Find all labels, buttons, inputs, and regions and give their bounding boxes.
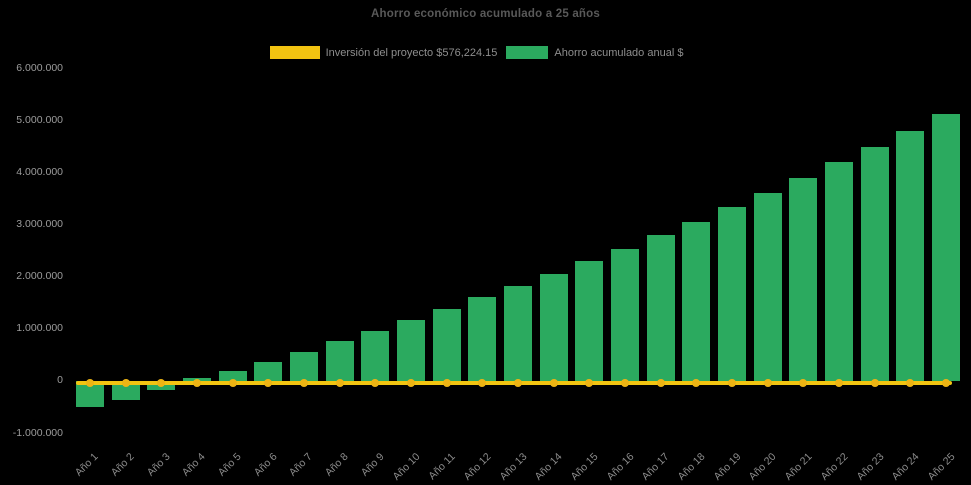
bar-año-13 — [504, 286, 532, 381]
line-marker-año-1 — [85, 379, 94, 388]
x-tick-label-año-15: Año 15 — [568, 450, 601, 483]
line-marker-año-5 — [228, 379, 237, 388]
bar-año-6 — [254, 361, 283, 381]
x-tick-label-año-21: Año 21 — [782, 450, 815, 483]
line-marker-año-25 — [942, 379, 951, 388]
bar-año-24 — [896, 131, 925, 381]
x-tick-label-año-3: Año 3 — [144, 450, 173, 479]
x-tick-label-año-24: Año 24 — [889, 450, 922, 483]
plot-area — [72, 68, 964, 433]
x-tick-label-año-16: Año 16 — [604, 450, 637, 483]
bar-año-25 — [932, 113, 961, 381]
x-tick-label-año-1: Año 1 — [73, 450, 102, 479]
bar-año-5 — [218, 370, 247, 381]
line-marker-año-14 — [549, 379, 558, 388]
line-marker-año-10 — [406, 379, 415, 388]
x-tick-label-año-14: Año 14 — [532, 450, 565, 483]
x-tick-label-año-12: Año 12 — [461, 450, 494, 483]
bar-año-22 — [825, 162, 854, 381]
line-marker-año-20 — [763, 379, 772, 388]
x-tick-label-año-18: Año 18 — [675, 450, 708, 483]
line-marker-año-23 — [870, 379, 879, 388]
x-tick-label-año-10: Año 10 — [390, 450, 423, 483]
legend-item-savings: Ahorro acumulado anual $ — [506, 46, 683, 59]
x-tick-label-año-7: Año 7 — [287, 450, 316, 479]
line-marker-año-4 — [192, 379, 201, 388]
x-tick-label-año-2: Año 2 — [108, 450, 137, 479]
savings-swatch-icon — [506, 46, 549, 59]
bar-año-18 — [682, 221, 711, 381]
line-marker-año-6 — [264, 379, 273, 388]
x-tick-label-año-8: Año 8 — [322, 450, 351, 479]
line-marker-año-21 — [799, 379, 808, 388]
y-tick-label: 4.000.000 — [16, 165, 63, 178]
x-tick-label-año-23: Año 23 — [854, 450, 887, 483]
line-marker-año-9 — [371, 379, 380, 388]
line-marker-año-18 — [692, 379, 701, 388]
y-tick-label: -1.000.000 — [12, 426, 63, 439]
x-tick-label-año-11: Año 11 — [426, 450, 458, 483]
legend-item-investment: Inversión del proyecto $576,224.15 — [269, 46, 498, 59]
x-tick-label-año-4: Año 4 — [180, 450, 209, 479]
y-tick-label: 0 — [57, 374, 63, 387]
legend-label-investment: Inversión del proyecto $576,224.15 — [325, 46, 498, 59]
x-tick-label-año-22: Año 22 — [818, 450, 851, 483]
bar-año-17 — [646, 234, 675, 381]
y-axis: 6.000.000 5.000.000 4.000.000 3.000.000 2.00… — [0, 0, 63, 485]
chart-title: Ahorro económico acumulado a 25 años — [371, 8, 600, 20]
bar-año-16 — [611, 248, 640, 381]
line-marker-año-12 — [478, 379, 487, 388]
bar-año-14 — [539, 273, 568, 381]
bar-año-23 — [860, 147, 889, 381]
line-marker-año-17 — [656, 379, 665, 388]
line-marker-año-16 — [621, 379, 630, 388]
bar-año-21 — [789, 177, 818, 381]
x-tick-label-año-17: Año 17 — [639, 450, 672, 483]
x-tick-label-año-9: Año 9 — [358, 450, 387, 479]
bar-año-8 — [325, 340, 354, 381]
x-tick-label-año-25: Año 25 — [925, 450, 958, 483]
legend: Inversión del proyecto $576,224.15 Ahorr… — [0, 46, 962, 59]
x-tick-label-año-5: Año 5 — [215, 450, 244, 479]
x-tick-label-año-13: Año 13 — [497, 450, 530, 483]
bar-año-15 — [575, 260, 604, 381]
line-marker-año-3 — [157, 379, 166, 388]
investment-swatch-icon — [269, 46, 320, 59]
y-tick-label: 2.000.000 — [16, 270, 63, 283]
line-marker-año-22 — [835, 379, 844, 388]
x-tick-label-año-6: Año 6 — [251, 450, 280, 479]
line-marker-año-2 — [121, 379, 130, 388]
line-marker-año-7 — [299, 379, 308, 388]
line-marker-año-15 — [585, 379, 594, 388]
line-marker-año-11 — [442, 379, 451, 388]
legend-label-savings: Ahorro acumulado anual $ — [554, 46, 684, 59]
y-tick-label: 6.000.000 — [16, 61, 63, 74]
line-marker-año-24 — [906, 379, 915, 388]
bar-año-12 — [468, 297, 497, 381]
bar-año-19 — [718, 207, 747, 381]
bar-año-10 — [396, 319, 425, 381]
y-tick-label: 1.000.000 — [16, 322, 63, 335]
bar-año-11 — [432, 308, 461, 381]
bar-año-7 — [289, 352, 318, 381]
bar-año-2 — [111, 380, 140, 400]
bar-año-9 — [361, 331, 390, 381]
bar-año-20 — [753, 193, 782, 381]
x-axis: Año 1 Año 2 Año 3 Año 4 Año 5 Año 6 Año 7 Año 8… — [72, 437, 964, 485]
x-tick-label-año-20: Año 20 — [746, 450, 780, 483]
y-tick-label: 3.000.000 — [16, 217, 63, 230]
line-marker-año-13 — [514, 379, 522, 388]
line-marker-año-19 — [728, 379, 737, 388]
line-marker-año-8 — [335, 379, 344, 388]
x-tick-label-año-19: Año 19 — [711, 450, 744, 483]
y-tick-label: 5.000.000 — [16, 113, 63, 126]
